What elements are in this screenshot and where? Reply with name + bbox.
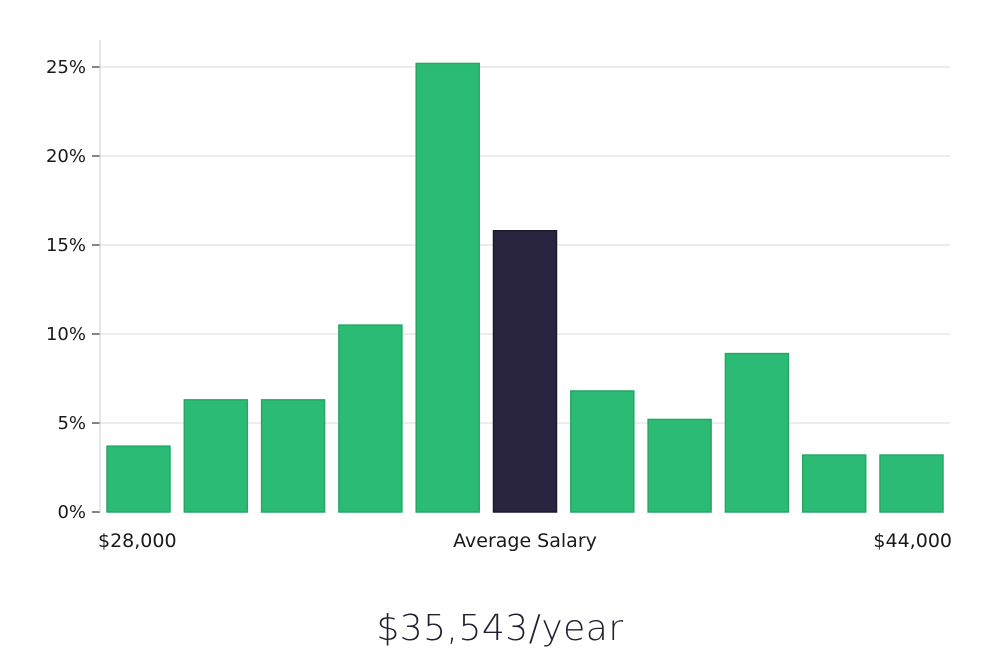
y-tick-label: 25% xyxy=(46,57,86,78)
y-tick-label: 15% xyxy=(46,235,86,256)
y-axis-ticks: 0% 5% 10% 15% 20% 25% xyxy=(46,57,100,523)
x-start-label: $28,000 xyxy=(98,530,177,552)
y-tick-label: 10% xyxy=(46,324,86,345)
bar xyxy=(647,418,712,513)
bar xyxy=(106,445,171,513)
bar xyxy=(260,399,326,513)
bars xyxy=(106,62,944,513)
bar xyxy=(879,454,944,513)
y-tick-label: 5% xyxy=(57,413,86,434)
bar xyxy=(570,390,635,513)
average-salary-value: $35,543/year xyxy=(376,608,624,649)
salary-histogram: 0%5%10%15%20%25% $28,000 Average Salary … xyxy=(46,40,952,552)
bar xyxy=(415,62,480,513)
y-tick-label: 20% xyxy=(46,146,86,167)
bar xyxy=(338,324,403,513)
bar xyxy=(724,352,790,513)
y-tick-label: 0% xyxy=(57,502,86,523)
bar xyxy=(183,399,249,513)
bar-average-salary xyxy=(492,230,558,513)
x-end-label: $44,000 xyxy=(873,530,952,552)
bar xyxy=(801,454,867,513)
x-axis-title: Average Salary xyxy=(453,530,597,552)
